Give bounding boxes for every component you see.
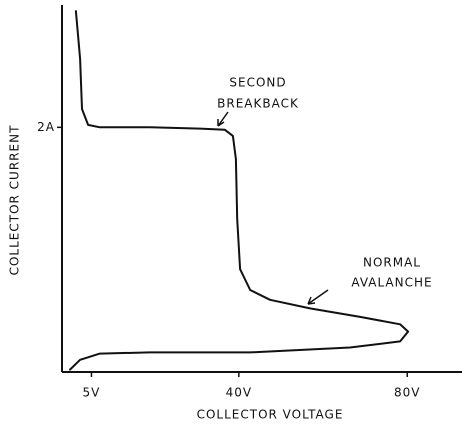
- x-tick-label: 80V: [394, 386, 420, 400]
- annotation: SECOND: [229, 76, 286, 90]
- y-tick-label: 2A: [37, 120, 55, 134]
- annotation-arrow: [307, 289, 329, 305]
- x-axis-label: COLLECTOR VOLTAGE: [197, 408, 344, 422]
- annotation: BREAKBACK: [217, 97, 299, 111]
- annotation: NORMAL: [363, 256, 421, 270]
- x-tick-label: 5V: [83, 386, 101, 400]
- y-axis-label: COLLECTOR CURRENT: [8, 125, 22, 276]
- x-tick-label: 40V: [226, 386, 252, 400]
- data-line: [69, 10, 410, 371]
- annotation: AVALANCHE: [351, 276, 432, 290]
- annotation-arrow: [217, 111, 229, 127]
